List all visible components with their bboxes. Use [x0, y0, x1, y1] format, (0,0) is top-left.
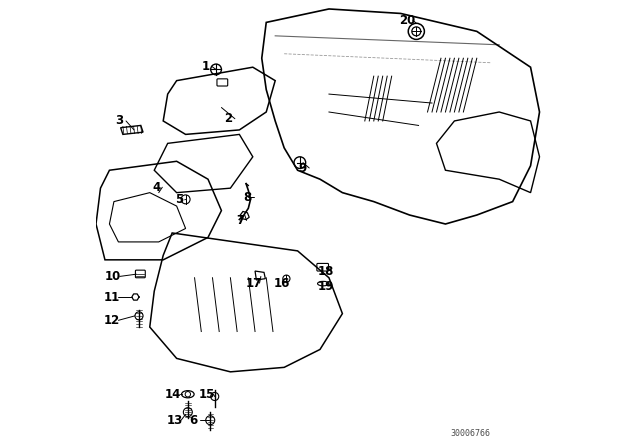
Text: 1: 1 — [202, 60, 210, 73]
Text: 19: 19 — [317, 280, 333, 293]
Text: 9: 9 — [299, 161, 307, 175]
Text: 30006766: 30006766 — [450, 429, 490, 438]
Text: 12: 12 — [104, 314, 120, 327]
Text: 15: 15 — [199, 388, 215, 401]
Text: 11: 11 — [104, 290, 120, 304]
Text: 4: 4 — [152, 181, 161, 194]
Text: 16: 16 — [274, 276, 290, 290]
Text: 18: 18 — [317, 264, 333, 278]
Text: 6: 6 — [189, 414, 198, 427]
Text: 13: 13 — [166, 414, 182, 427]
Text: 14: 14 — [165, 388, 181, 401]
Text: 3: 3 — [115, 114, 124, 128]
Text: 10: 10 — [105, 270, 121, 283]
Text: 8: 8 — [243, 190, 252, 204]
Text: 17: 17 — [246, 276, 262, 290]
Text: 5: 5 — [175, 193, 183, 207]
Text: 20: 20 — [399, 13, 415, 27]
Text: 2: 2 — [224, 112, 232, 125]
Text: 7: 7 — [236, 214, 244, 227]
